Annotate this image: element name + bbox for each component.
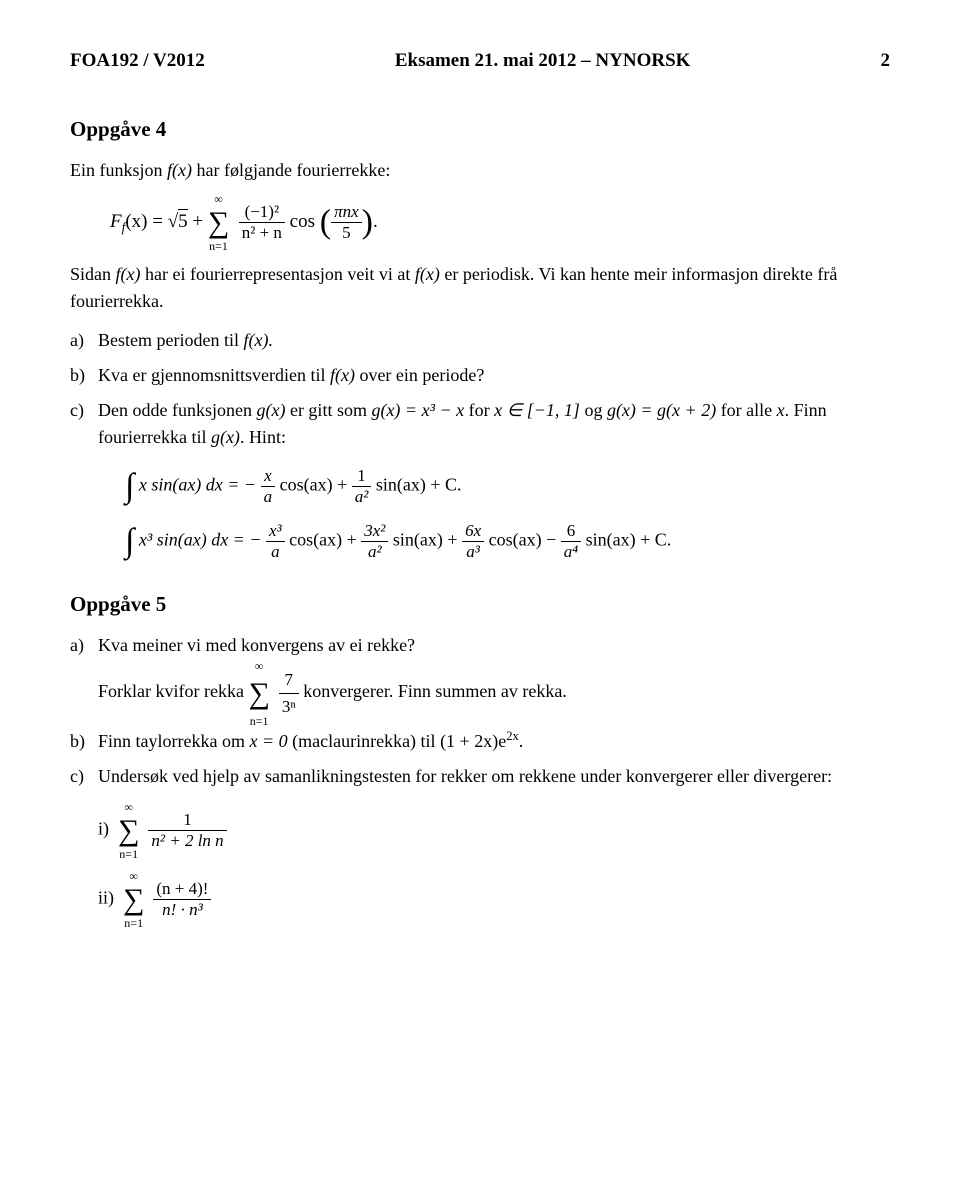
page-number: 2: [881, 50, 891, 72]
integral-icon: ∫: [125, 523, 134, 560]
task4-para2: Sidan f(x) har ei fourierrepresentasjon …: [70, 261, 890, 315]
task4-item-a: a)Bestem perioden til f(x).: [70, 327, 890, 354]
integral-1: ∫ x sin(ax) dx = − xa cos(ax) + 1a² sin(…: [125, 466, 890, 507]
sum-symbol: ∑∞n=1: [118, 814, 139, 848]
course-code: FOA192 / V2012: [70, 50, 205, 72]
task4-item-b: b)Kva er gjennomsnittsverdien til f(x) o…: [70, 362, 890, 389]
exam-title: Eksamen 21. mai 2012 – NYNORSK: [395, 50, 691, 72]
sum-symbol: ∑∞n=1: [123, 883, 144, 917]
exam-page: FOA192 / V2012 Eksamen 21. mai 2012 – NY…: [0, 0, 960, 1188]
task5-sub-i: i) ∑∞n=1 1n² + 2 ln n: [98, 810, 890, 851]
task5-item-a-line2: Forklar kvifor rekka ∑∞n=1 73ⁿ konverger…: [70, 667, 890, 719]
task4-hint-integrals: ∫ x sin(ax) dx = − xa cos(ax) + 1a² sin(…: [125, 466, 890, 562]
task5-item-b: b)Finn taylorrekka om x = 0 (maclaurinre…: [70, 727, 890, 755]
task4-item-c: c)Den odde funksjonen g(x) er gitt som g…: [70, 397, 890, 451]
task5-item-c: c)Undersøk ved hjelp av samanlikningstes…: [70, 763, 890, 790]
task4-intro: Ein funksjon f(x) har følgjande fourierr…: [70, 157, 890, 184]
sum-symbol: ∑∞n=1: [208, 206, 229, 240]
page-header: FOA192 / V2012 Eksamen 21. mai 2012 – NY…: [70, 50, 890, 72]
integral-2: ∫ x³ sin(ax) dx = − x³a cos(ax) + 3x²a² …: [125, 521, 890, 562]
task4-heading: Oppgåve 4: [70, 117, 890, 142]
sum-symbol: ∑∞n=1: [248, 671, 269, 716]
task5-item-a: a)Kva meiner vi med konvergens av ei rek…: [70, 632, 890, 659]
integral-icon: ∫: [125, 468, 134, 505]
task4-fourier-equation: Ff(x) = √5 + ∑∞n=1 (−1)²n² + n cos (πnx5…: [110, 202, 890, 243]
task5-sub-ii: ii) ∑∞n=1 (n + 4)!n! · n³: [98, 879, 890, 920]
task5-heading: Oppgåve 5: [70, 592, 890, 617]
